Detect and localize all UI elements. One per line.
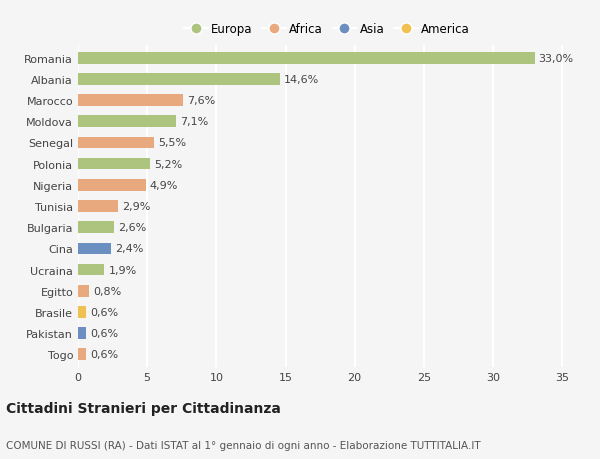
Text: 0,8%: 0,8%	[93, 286, 121, 296]
Text: 5,5%: 5,5%	[158, 138, 187, 148]
Text: 2,4%: 2,4%	[115, 244, 144, 254]
Text: COMUNE DI RUSSI (RA) - Dati ISTAT al 1° gennaio di ogni anno - Elaborazione TUTT: COMUNE DI RUSSI (RA) - Dati ISTAT al 1° …	[6, 440, 481, 450]
Bar	[78, 179, 146, 191]
Bar	[78, 222, 114, 234]
Bar	[78, 243, 111, 255]
Text: 2,6%: 2,6%	[118, 223, 146, 233]
Text: 5,2%: 5,2%	[154, 159, 182, 169]
Bar	[78, 285, 89, 297]
Text: 7,1%: 7,1%	[181, 117, 209, 127]
Bar	[78, 158, 150, 170]
Text: 4,9%: 4,9%	[150, 180, 178, 190]
Bar	[78, 201, 118, 213]
Bar	[78, 95, 183, 106]
Bar	[78, 264, 104, 276]
Text: 1,9%: 1,9%	[109, 265, 137, 275]
Bar	[78, 116, 176, 128]
Bar	[78, 349, 86, 360]
Text: Cittadini Stranieri per Cittadinanza: Cittadini Stranieri per Cittadinanza	[6, 402, 281, 415]
Text: 0,6%: 0,6%	[91, 307, 119, 317]
Text: 2,9%: 2,9%	[122, 202, 151, 212]
Bar	[78, 137, 154, 149]
Bar	[78, 328, 86, 339]
Bar	[78, 53, 535, 64]
Bar	[78, 307, 86, 318]
Text: 0,6%: 0,6%	[91, 349, 119, 359]
Bar	[78, 74, 280, 85]
Text: 33,0%: 33,0%	[539, 54, 574, 64]
Text: 0,6%: 0,6%	[91, 328, 119, 338]
Legend: Europa, Africa, Asia, America: Europa, Africa, Asia, America	[181, 20, 473, 39]
Text: 14,6%: 14,6%	[284, 75, 319, 85]
Text: 7,6%: 7,6%	[187, 96, 215, 106]
